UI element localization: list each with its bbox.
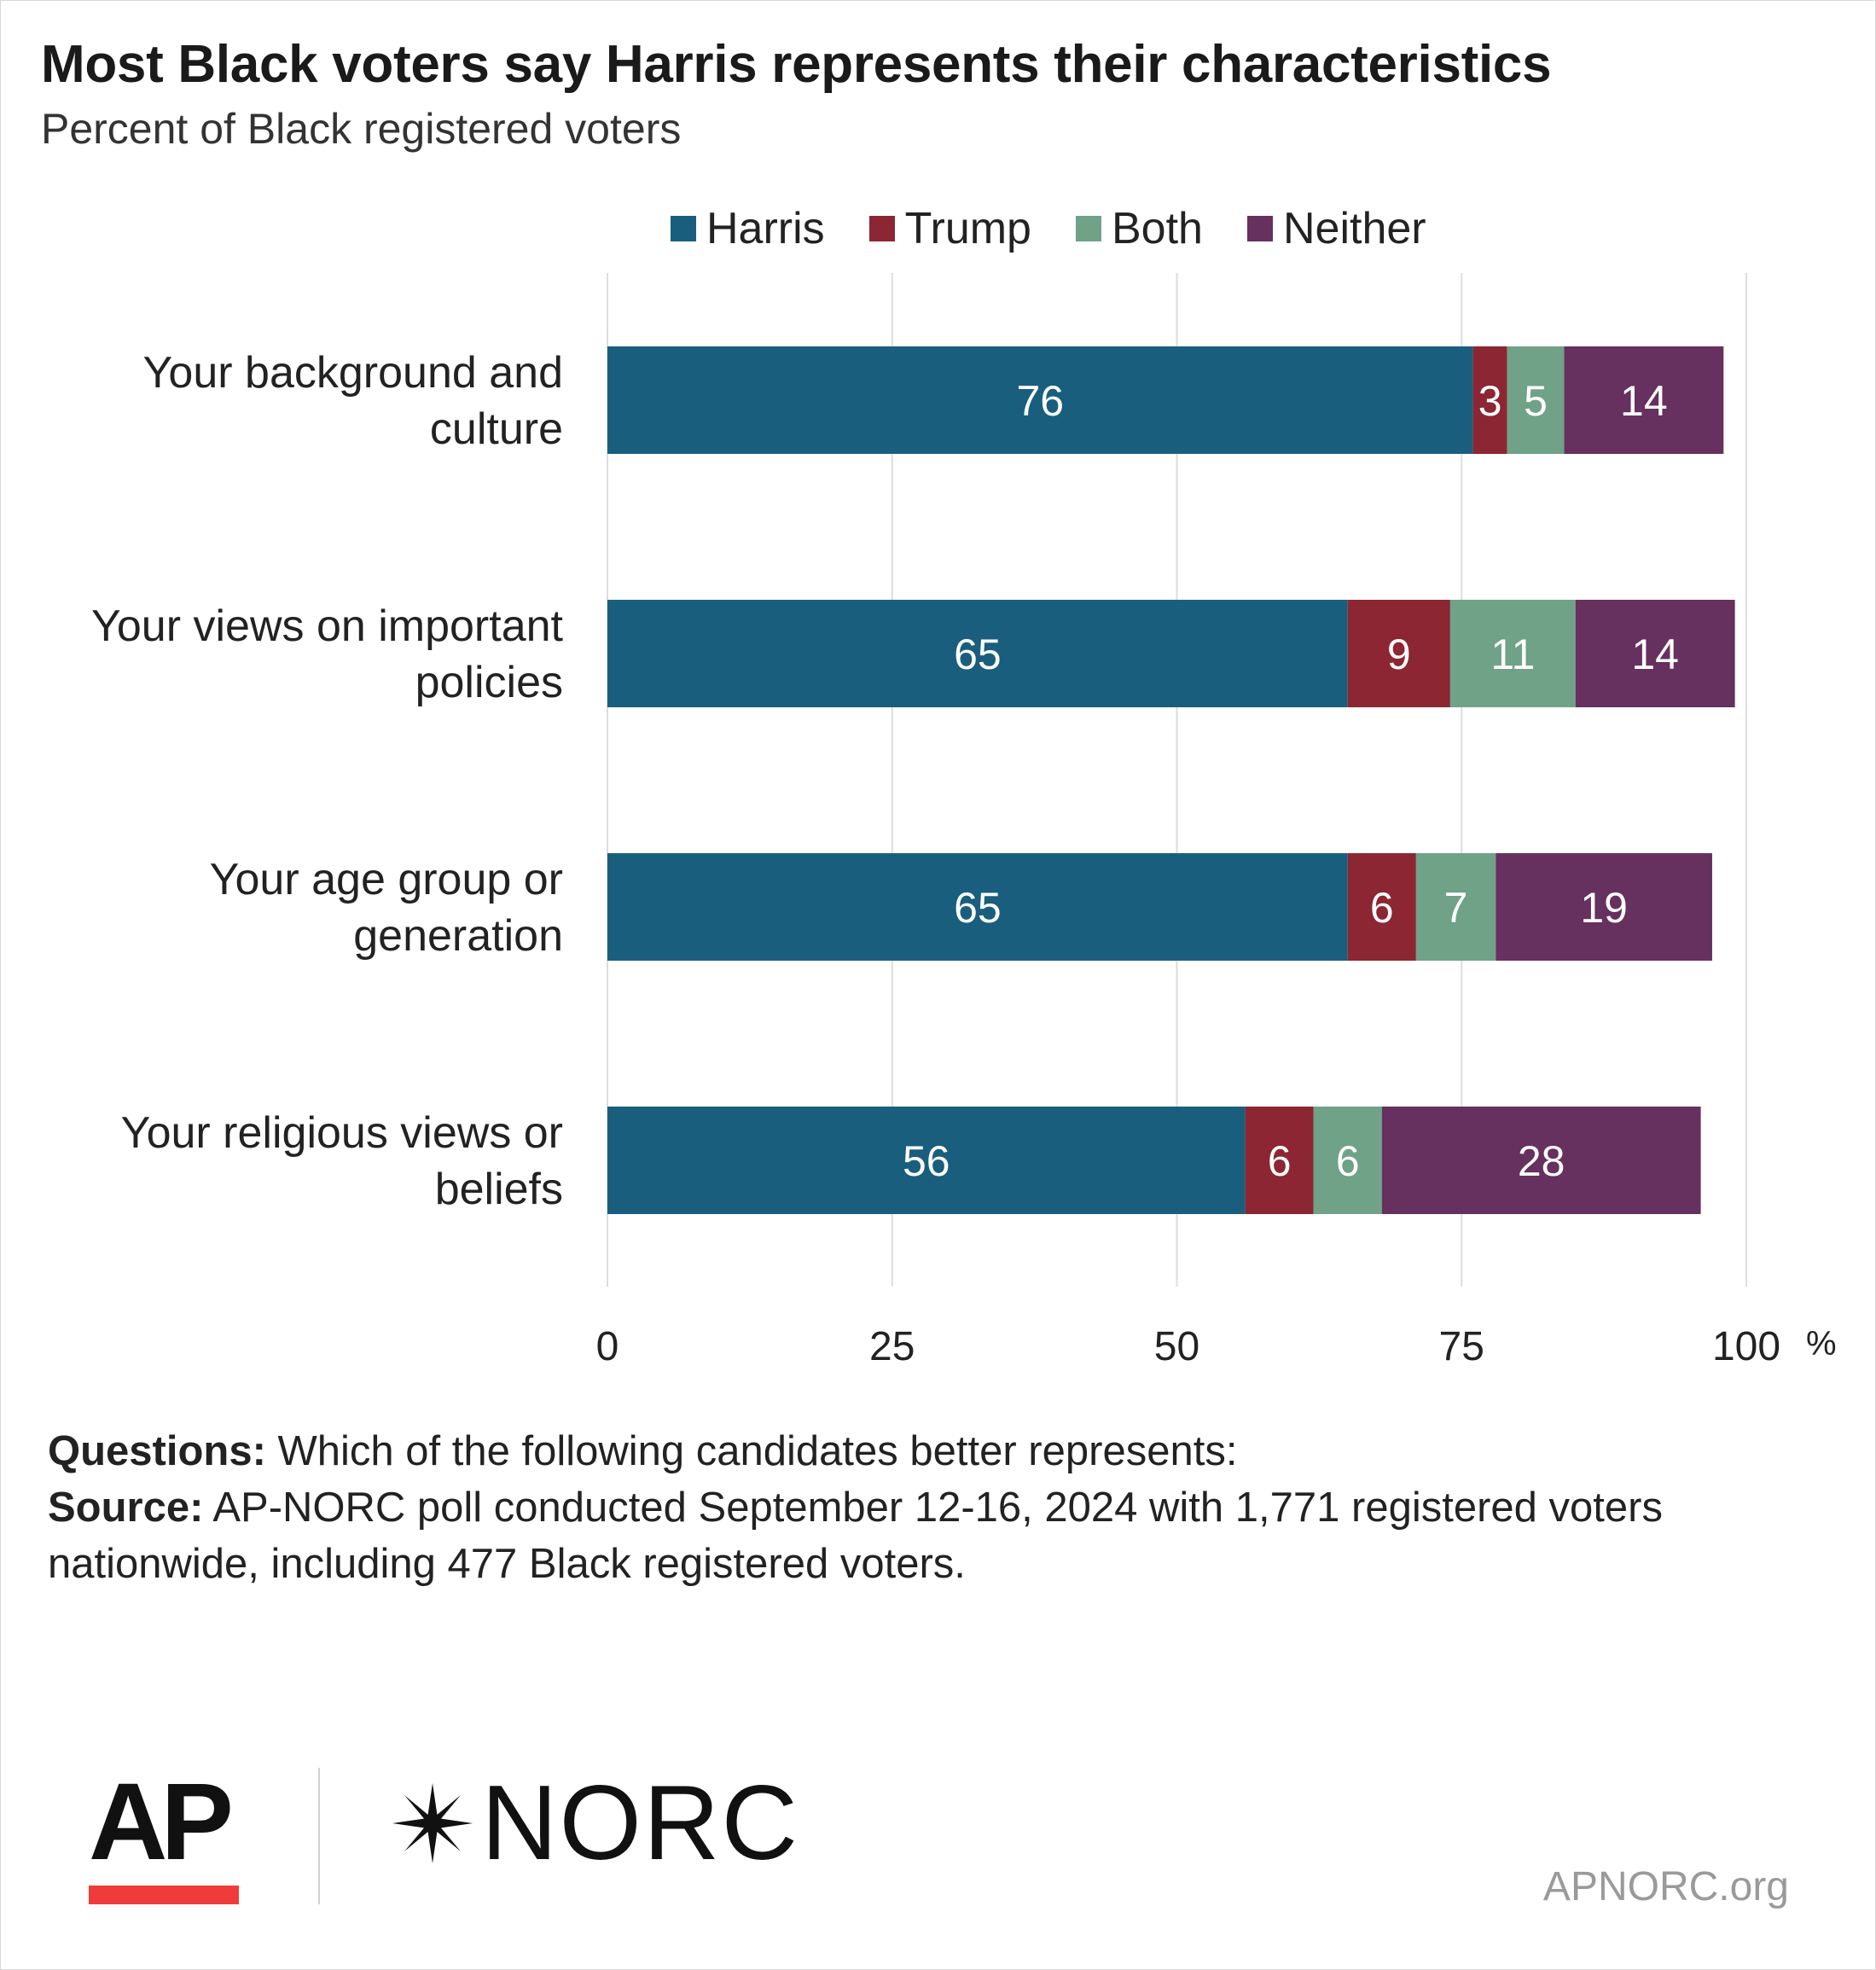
bar-value-label-both: 6: [1336, 1137, 1360, 1185]
bar-value-label-both: 5: [1524, 377, 1548, 425]
ap-logo-text: AP: [89, 1761, 234, 1883]
bar-value-label-both: 7: [1444, 884, 1468, 932]
bar-neither: [1496, 853, 1712, 961]
x-tick-label-100: 100: [1712, 1324, 1780, 1369]
legend-label-neither: Neither: [1282, 204, 1426, 253]
norc-logo-text: NORC: [481, 1764, 800, 1882]
bar-harris: [607, 600, 1348, 707]
bar-value-label-trump: 6: [1370, 884, 1394, 932]
legend-item-neither: Neither: [1246, 203, 1426, 254]
bar-both: [1449, 600, 1576, 707]
legend-swatch-harris: [671, 216, 696, 241]
source-note: Source: AP-NORC poll conducted September…: [48, 1479, 1822, 1592]
bar-value-label-harris: 65: [954, 884, 1002, 932]
x-unit-label: %: [1806, 1325, 1837, 1363]
logo-divider: [318, 1768, 320, 1904]
bar-both: [1313, 1107, 1382, 1214]
chart-subtitle: Percent of Black registered voters: [41, 105, 682, 153]
legend: Harris Trump Both Neither: [671, 203, 1426, 254]
category-label: Your age group or generation: [210, 855, 563, 961]
x-tick-label-75: 75: [1439, 1324, 1484, 1369]
x-tick-label-0: 0: [596, 1324, 619, 1369]
questions-label: Questions:: [48, 1428, 266, 1474]
bar-both: [1507, 346, 1565, 454]
x-tick-label-50: 50: [1154, 1324, 1199, 1369]
bar-harris: [607, 346, 1473, 454]
category-label: Your background and culture: [143, 348, 563, 454]
bar-trump: [1245, 1107, 1314, 1214]
bar-value-label-neither: 19: [1580, 884, 1628, 932]
legend-swatch-both: [1075, 216, 1101, 241]
legend-label-both: Both: [1111, 204, 1203, 253]
bar-neither: [1575, 600, 1735, 707]
bar-value-label-trump: 3: [1478, 377, 1502, 425]
site-url: APNORC.org: [1542, 1864, 1789, 1909]
legend-item-both: Both: [1075, 203, 1203, 254]
bar-trump: [1347, 853, 1416, 961]
norc-star-icon: [392, 1783, 473, 1863]
legend-label-harris: Harris: [706, 204, 825, 253]
bar-value-label-harris: 76: [1016, 377, 1064, 425]
bar-value-label-neither: 14: [1620, 377, 1668, 425]
ap-logo-bar: [89, 1886, 239, 1904]
bar-harris: [607, 853, 1348, 961]
chart-title: Most Black voters say Harris represents …: [41, 35, 1552, 94]
bar-value-label-neither: 14: [1631, 631, 1679, 678]
bar-value-label-trump: 6: [1268, 1137, 1292, 1185]
legend-label-trump: Trump: [904, 204, 1031, 253]
legend-item-harris: Harris: [671, 203, 825, 254]
ap-logo: AP: [89, 1761, 239, 1904]
bar-trump: [1472, 346, 1507, 454]
legend-swatch-neither: [1246, 216, 1273, 241]
bar-value-label-harris: 65: [954, 631, 1002, 678]
bar-harris: [607, 1107, 1246, 1214]
bar-neither: [1564, 346, 1724, 454]
bar-neither: [1381, 1107, 1701, 1214]
bar-value-label-trump: 9: [1387, 631, 1411, 678]
x-tick-label-25: 25: [869, 1324, 915, 1369]
notes: Questions: Which of the following candid…: [48, 1423, 1822, 1592]
category-label: Your views on important policies: [91, 601, 564, 707]
legend-swatch-trump: [868, 216, 895, 241]
legend-item-trump: Trump: [868, 203, 1031, 254]
bar-both: [1415, 853, 1496, 961]
questions-note: Questions: Which of the following candid…: [48, 1423, 1822, 1479]
bar-value-label-neither: 28: [1518, 1137, 1565, 1185]
bar-trump: [1347, 600, 1450, 707]
source-text: AP-NORC poll conducted September 12-16, …: [48, 1485, 1663, 1587]
bar-value-label-harris: 56: [903, 1137, 950, 1185]
source-label: Source:: [48, 1485, 204, 1531]
category-label: Your religious views or beliefs: [121, 1108, 563, 1214]
bar-value-label-both: 11: [1490, 631, 1535, 678]
questions-text: Which of the following candidates better…: [265, 1428, 1238, 1474]
